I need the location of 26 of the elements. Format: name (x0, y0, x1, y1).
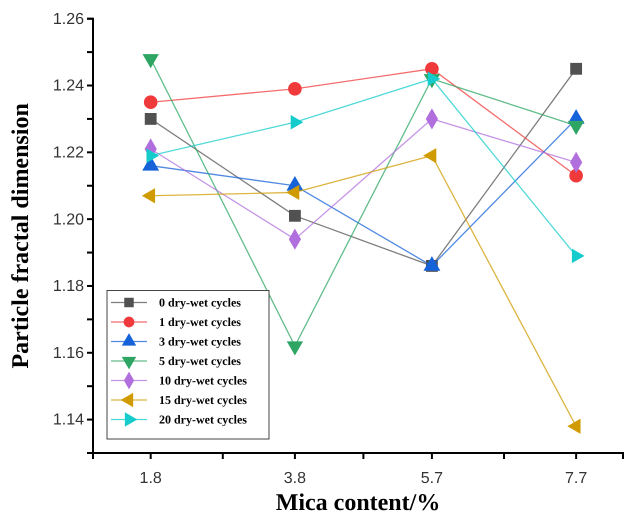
y-tick-label: 1.16 (52, 344, 84, 362)
legend-label: 3 dry-wet cycles (159, 334, 242, 349)
y-tick-label: 1.14 (52, 412, 84, 429)
y-tick-label: 1.22 (52, 144, 84, 162)
point (570, 62, 582, 75)
x-tick-label: 3.8 (284, 470, 306, 487)
legend-label: 1 dry-wet cycles (159, 315, 242, 330)
y-tick-label: 1.24 (52, 78, 84, 95)
point (144, 95, 158, 110)
legend-label: 20 dry-wet cycles (159, 412, 248, 427)
x-tick-label: 1.8 (140, 470, 162, 487)
x-axis-title: Mica content/% (276, 490, 440, 516)
x-tick-label: 7.7 (565, 470, 588, 487)
y-axis-title: Particle fractal dimension (8, 103, 34, 368)
legend-label: 0 dry-wet cycles (159, 296, 242, 310)
point (144, 113, 157, 125)
y-tick-label: 1.18 (52, 278, 84, 296)
legend-label: 10 dry-wet cycles (159, 374, 248, 388)
point (288, 82, 302, 96)
point (288, 210, 301, 222)
legend-label: 5 dry-wet cycles (159, 354, 242, 368)
y-tick-label: 1.20 (52, 211, 84, 228)
x-tick-label: 5.7 (420, 470, 444, 487)
point (569, 168, 583, 182)
legend-label: 15 dry-wet cycles (159, 393, 248, 408)
y-tick-label: 1.26 (52, 10, 84, 28)
